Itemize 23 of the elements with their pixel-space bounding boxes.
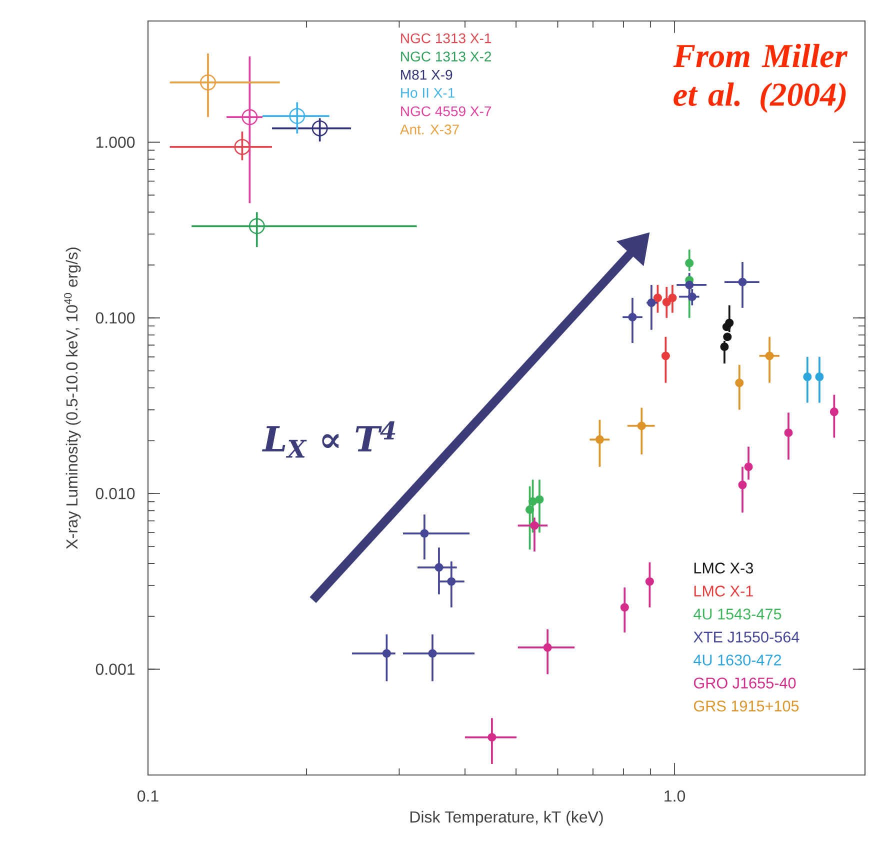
text: GRS 1915+105 <box>694 700 799 712</box>
y-tick-label: 0.001 <box>96 664 134 675</box>
text: NGC 1313 X-1 <box>401 33 492 44</box>
text: Ant. X-37 <box>400 124 459 134</box>
x-axis-title: Disk Temperature, kT (keV) <box>410 810 603 826</box>
text: Ho II X-1 <box>401 88 454 98</box>
text: NGC 1313 X-2 <box>401 52 492 62</box>
annotation: L$_{X}$ ∝ T$^{4}$ <box>262 421 396 458</box>
text: LMC X-3 <box>694 562 753 574</box>
text: XTE J1550-564 <box>694 632 800 642</box>
text: NGC 4559 X-7 <box>401 106 492 116</box>
x-tick-label: 1.0 <box>664 790 686 802</box>
y-tick-label: 1.000 <box>96 136 135 148</box>
x-tick-label: 0.1 <box>138 790 158 802</box>
text: LMC X-1 <box>694 586 753 596</box>
y-axis-title: X-ray Luminosity (0.5-10.0 keV, 10$^{40}$ erg/s) <box>64 248 81 550</box>
y-tick-label: 0.010 <box>96 488 135 500</box>
text: 4U 1543-475 <box>694 608 782 620</box>
y-tick-label: 0.100 <box>96 312 135 324</box>
text: M81 X-9 <box>401 70 452 80</box>
annotation: From Miller et al. (2004) <box>673 44 848 113</box>
text: GRO J1655-40 <box>694 678 796 688</box>
text: 4U 1630-472 <box>694 654 782 666</box>
